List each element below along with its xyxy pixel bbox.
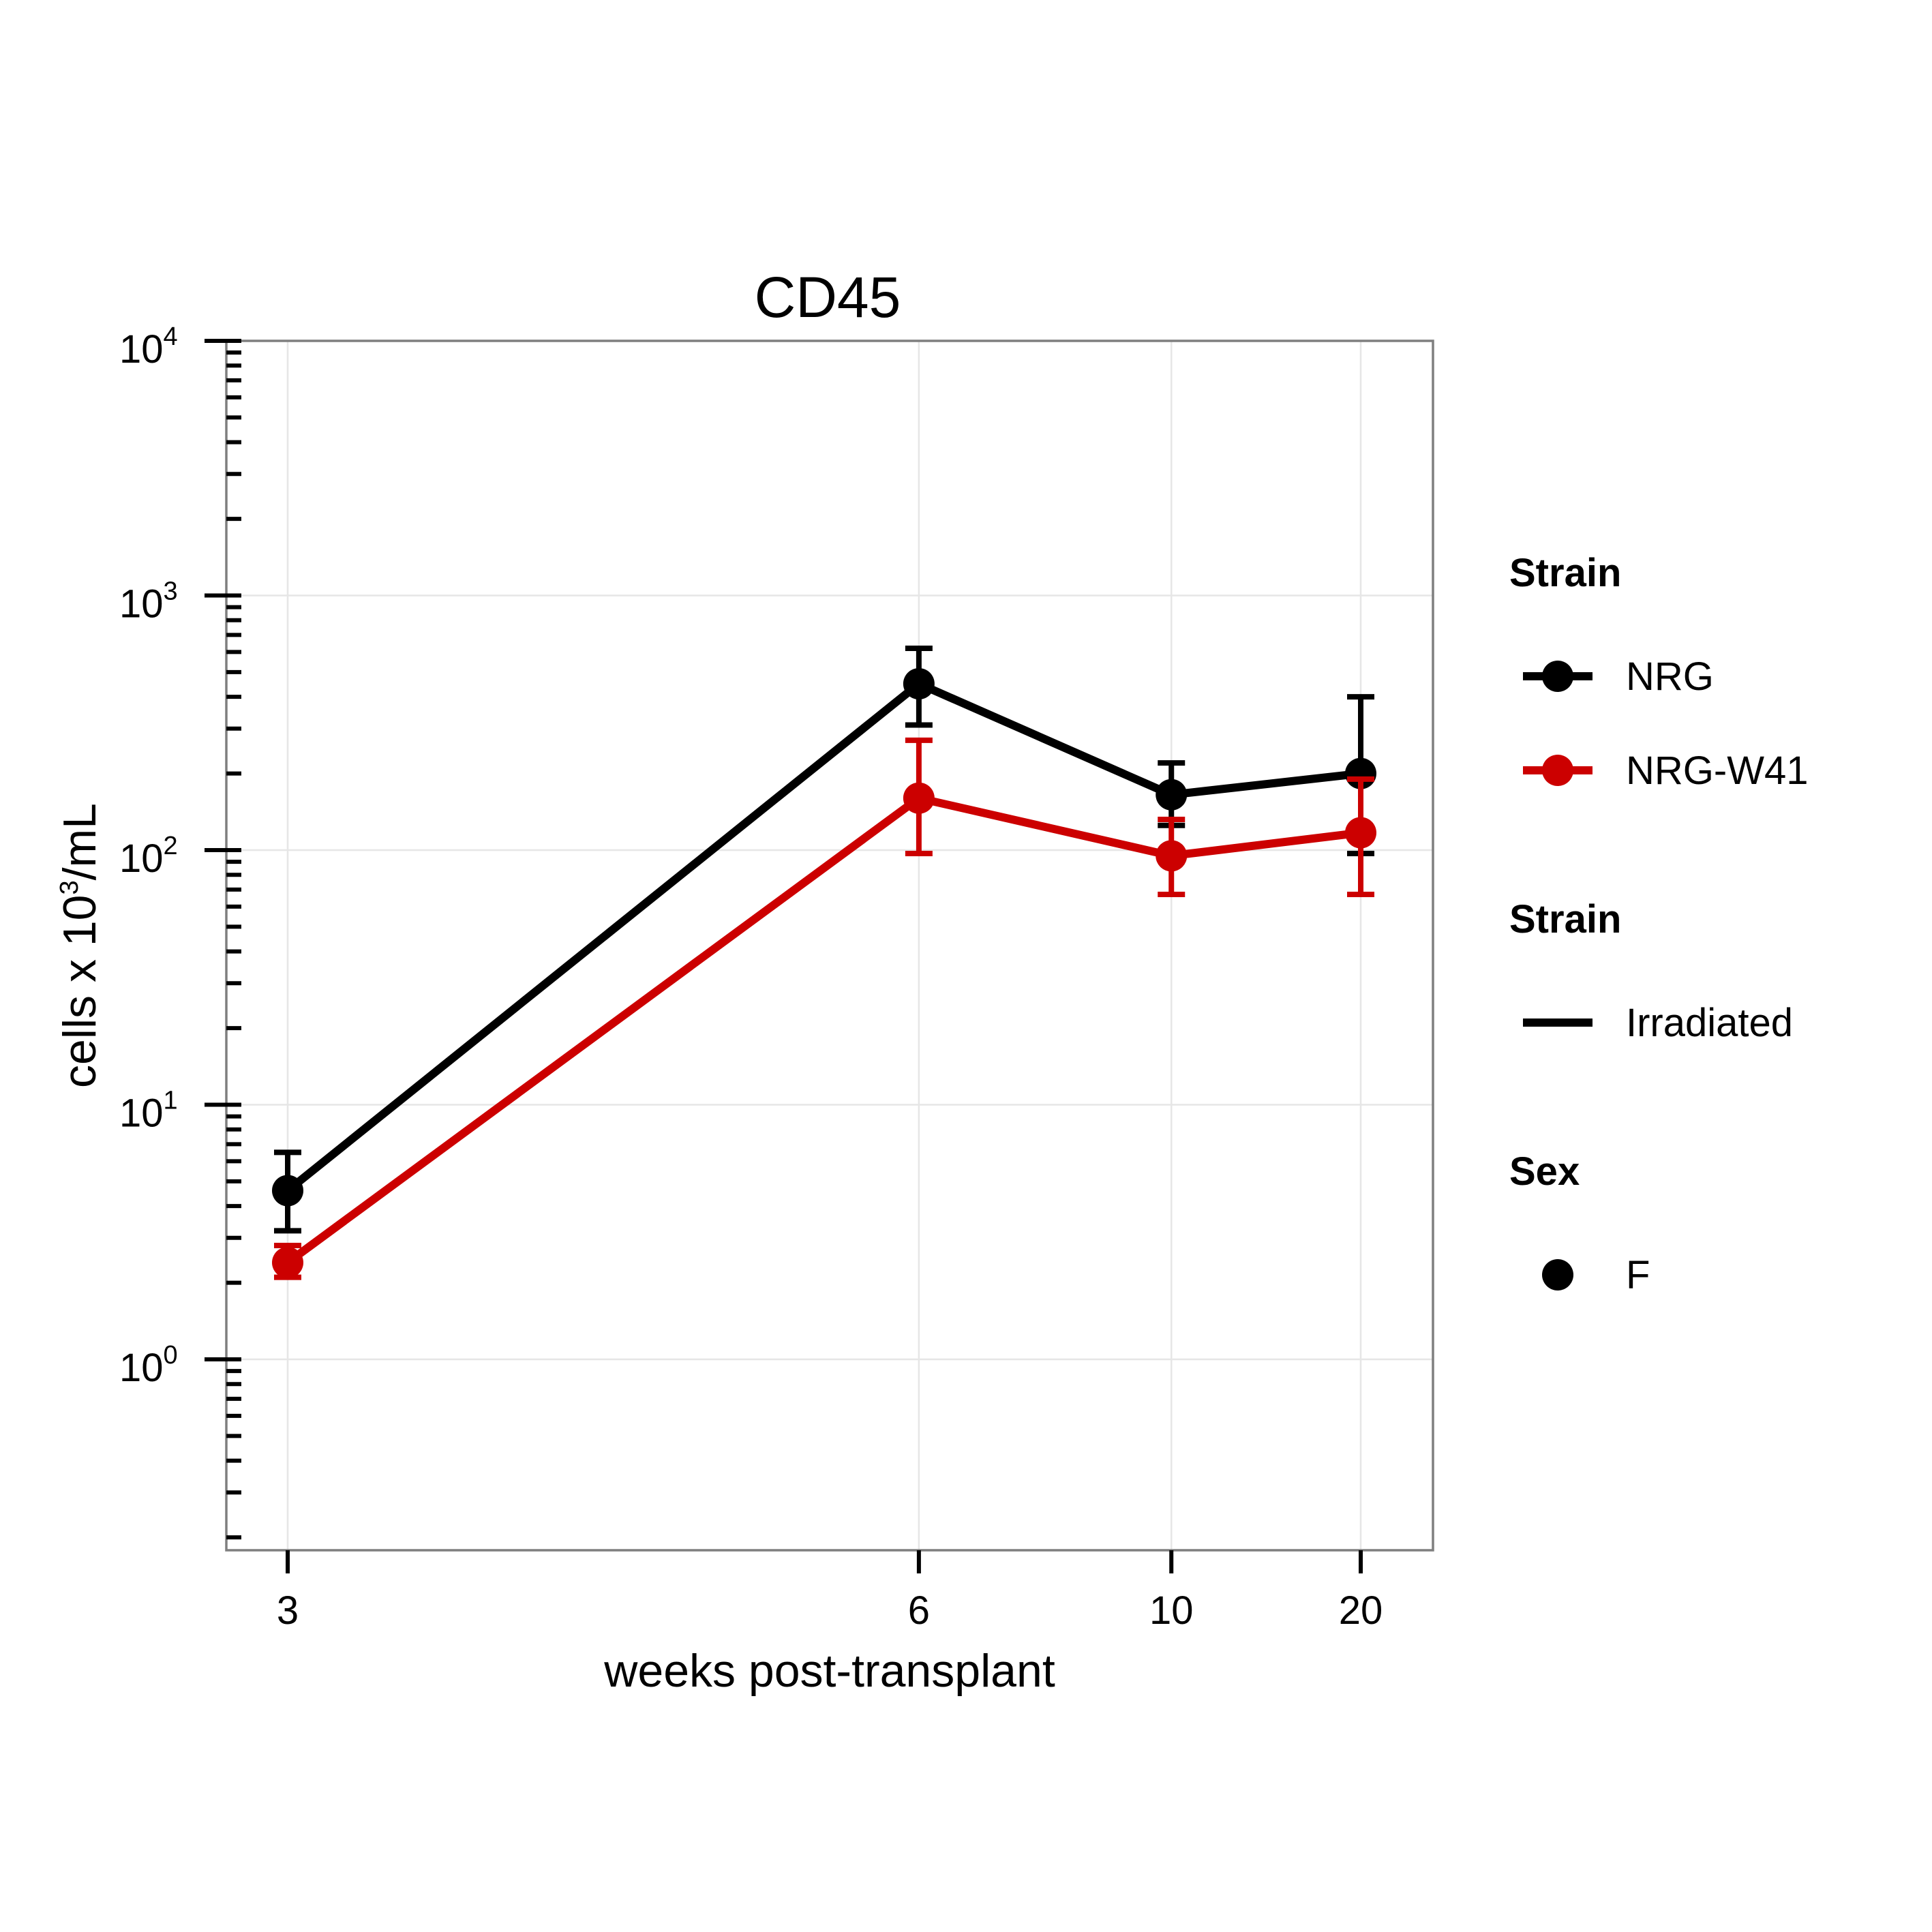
series-group (272, 737, 1376, 1280)
y-tick-label: 101 (119, 1087, 178, 1136)
data-point (903, 668, 935, 700)
x-axis-title: weeks post-transplant (603, 1645, 1055, 1697)
y-axis-title-superscript: 3 (55, 880, 84, 894)
data-point (272, 1246, 303, 1278)
y-tick-base: 10 (119, 1091, 164, 1136)
series-line (285, 794, 1361, 1266)
x-tick-label: 20 (1339, 1588, 1383, 1633)
legend: Strain NRG NRG-W41 Strain Irradiated Sex F (1509, 551, 1808, 1297)
series-line (285, 680, 1361, 1194)
legend-title: Strain (1509, 551, 1621, 595)
legend-label: F (1626, 1253, 1650, 1297)
panel-background (226, 341, 1433, 1550)
y-axis-title: cells x 103/mL (54, 803, 106, 1088)
panel-border (225, 339, 1434, 1552)
legend-title: Strain (1509, 897, 1621, 941)
y-tick-label: 103 (119, 577, 178, 627)
data-point (1156, 840, 1188, 872)
data-point (903, 782, 935, 814)
legend-title: Sex (1509, 1149, 1580, 1194)
y-tick-exponent: 1 (164, 1087, 178, 1115)
legend-label: NRG-W41 (1626, 749, 1808, 793)
y-tick-label: 102 (119, 832, 178, 881)
legend-key-point (1542, 661, 1573, 692)
legend-key-point (1542, 1259, 1573, 1290)
x-tick-label: 3 (277, 1588, 299, 1633)
y-tick-base: 10 (119, 582, 164, 627)
y-tick-label: 104 (119, 322, 178, 372)
y-tick-base: 10 (119, 1346, 164, 1390)
data-point (1156, 779, 1188, 811)
x-tick-label: 6 (908, 1588, 930, 1633)
y-axis-title-prefix: cells x 10 (54, 895, 106, 1088)
y-tick-base: 10 (119, 327, 164, 372)
y-tick-exponent: 2 (164, 832, 178, 860)
x-tick-label: 10 (1149, 1588, 1194, 1633)
y-axis-title-suffix: /mL (54, 803, 106, 880)
plot-series (272, 646, 1376, 1280)
legend-label: NRG (1626, 654, 1714, 699)
y-tick-exponent: 4 (164, 322, 178, 351)
legend-label: Irradiated (1626, 1001, 1793, 1045)
legend-key-point (1542, 755, 1573, 786)
x-axis: 3 6 10 20 (277, 1550, 1383, 1633)
y-tick-exponent: 0 (164, 1341, 178, 1370)
chart-title: CD45 (755, 265, 901, 329)
data-point (1345, 817, 1376, 849)
data-point (272, 1175, 303, 1207)
y-tick-exponent: 3 (164, 577, 178, 606)
y-tick-base: 10 (119, 836, 164, 881)
y-tick-label: 100 (119, 1341, 178, 1390)
